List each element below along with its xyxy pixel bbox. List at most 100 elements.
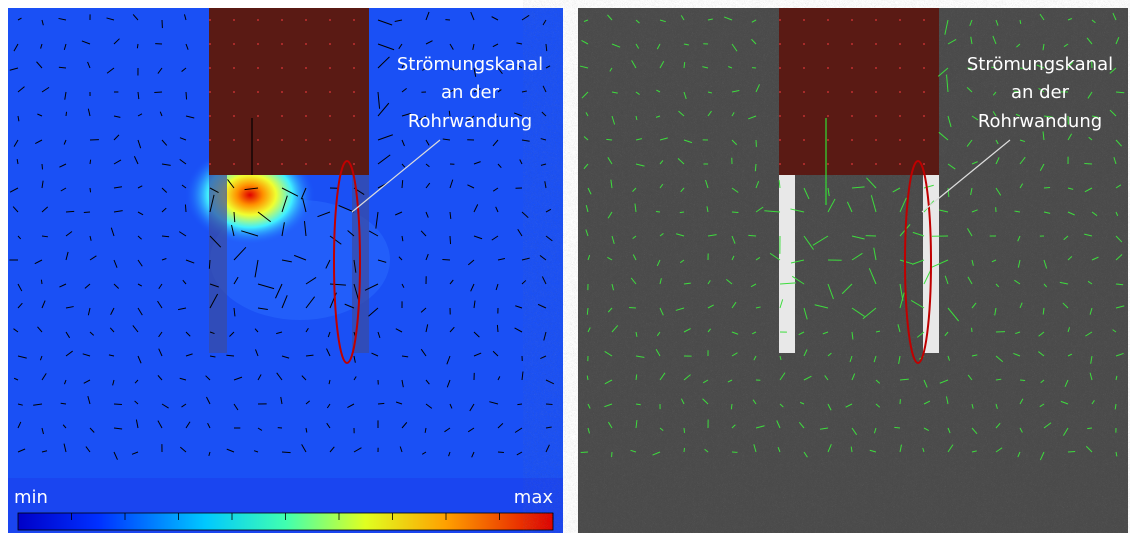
arrow [684,428,685,433]
colorbar-min: min [14,487,48,508]
dot [305,19,307,21]
arrow [66,112,67,116]
arrow [684,62,685,68]
rod [209,8,369,175]
dot [899,91,901,93]
arrow [154,92,162,93]
dot [233,115,235,117]
arrow [41,280,42,284]
tube-wall [209,175,227,353]
dot [779,19,781,21]
arrow [546,404,553,405]
velocity-panel: Strömungskanal an der Rohrwandung min ma… [8,8,563,533]
dot [329,67,331,69]
dot [827,19,829,21]
dot [233,91,235,93]
arrow [90,160,91,164]
arrow [1068,451,1075,452]
dot [209,91,211,93]
dot [209,139,211,141]
arrow [137,44,138,48]
annotation: an der [1011,82,1070,103]
dot [209,19,211,21]
dot [827,43,829,45]
dot [257,43,259,45]
dot [281,43,283,45]
dot [803,91,805,93]
dot [923,43,925,45]
dot [233,19,235,21]
dot [899,115,901,117]
figure: Strömungskanal an der Rohrwandung min ma… [0,0,1130,533]
dot [779,139,781,141]
dot [875,115,877,117]
arrow [378,403,384,404]
annotation: Rohrwandung [978,111,1102,132]
dot [923,139,925,141]
arrow [656,211,660,212]
arrow [209,260,210,269]
dot [305,67,307,69]
dot [257,163,259,165]
dot [233,43,235,45]
arrow [497,325,498,332]
dot [353,91,355,93]
dot [851,139,853,141]
dot [827,139,829,141]
dot [305,115,307,117]
dot [899,163,901,165]
dot [257,91,259,93]
rod [779,8,939,175]
dot [851,115,853,117]
arrow [1044,187,1050,188]
dot [779,91,781,93]
arrow [587,308,588,315]
dot [875,163,877,165]
dot [923,91,925,93]
dot [803,19,805,21]
dot [923,67,925,69]
dot [329,43,331,45]
dot [803,115,805,117]
dot [803,139,805,141]
dot [305,163,307,165]
dot [257,139,259,141]
arrow [162,236,169,237]
dot [923,19,925,21]
arrow [1020,380,1025,381]
dot [329,163,331,165]
dot [209,67,211,69]
dot [281,91,283,93]
arrow [731,404,732,409]
dot [779,67,781,69]
dot [329,139,331,141]
dot [281,139,283,141]
dot [875,19,877,21]
dot [875,43,877,45]
arrow [517,404,522,405]
dot [353,115,355,117]
dot [851,19,853,21]
arrow [185,204,186,212]
arrow [755,164,756,171]
dot [209,115,211,117]
arrow [748,235,756,236]
dot [281,19,283,21]
annotation: Rohrwandung [408,111,532,132]
dot [353,43,355,45]
arrow [894,427,900,428]
dot [353,19,355,21]
colorbar-max: max [514,487,554,508]
arrow [84,212,90,213]
dot [233,163,235,165]
annotation: Strömungskanal [397,54,543,75]
dot [851,91,853,93]
annotation: an der [441,82,500,103]
dot [875,91,877,93]
tube-wall [779,175,795,353]
arrow [90,188,91,192]
dot [209,43,211,45]
dot [851,43,853,45]
dot [779,43,781,45]
dot [875,67,877,69]
